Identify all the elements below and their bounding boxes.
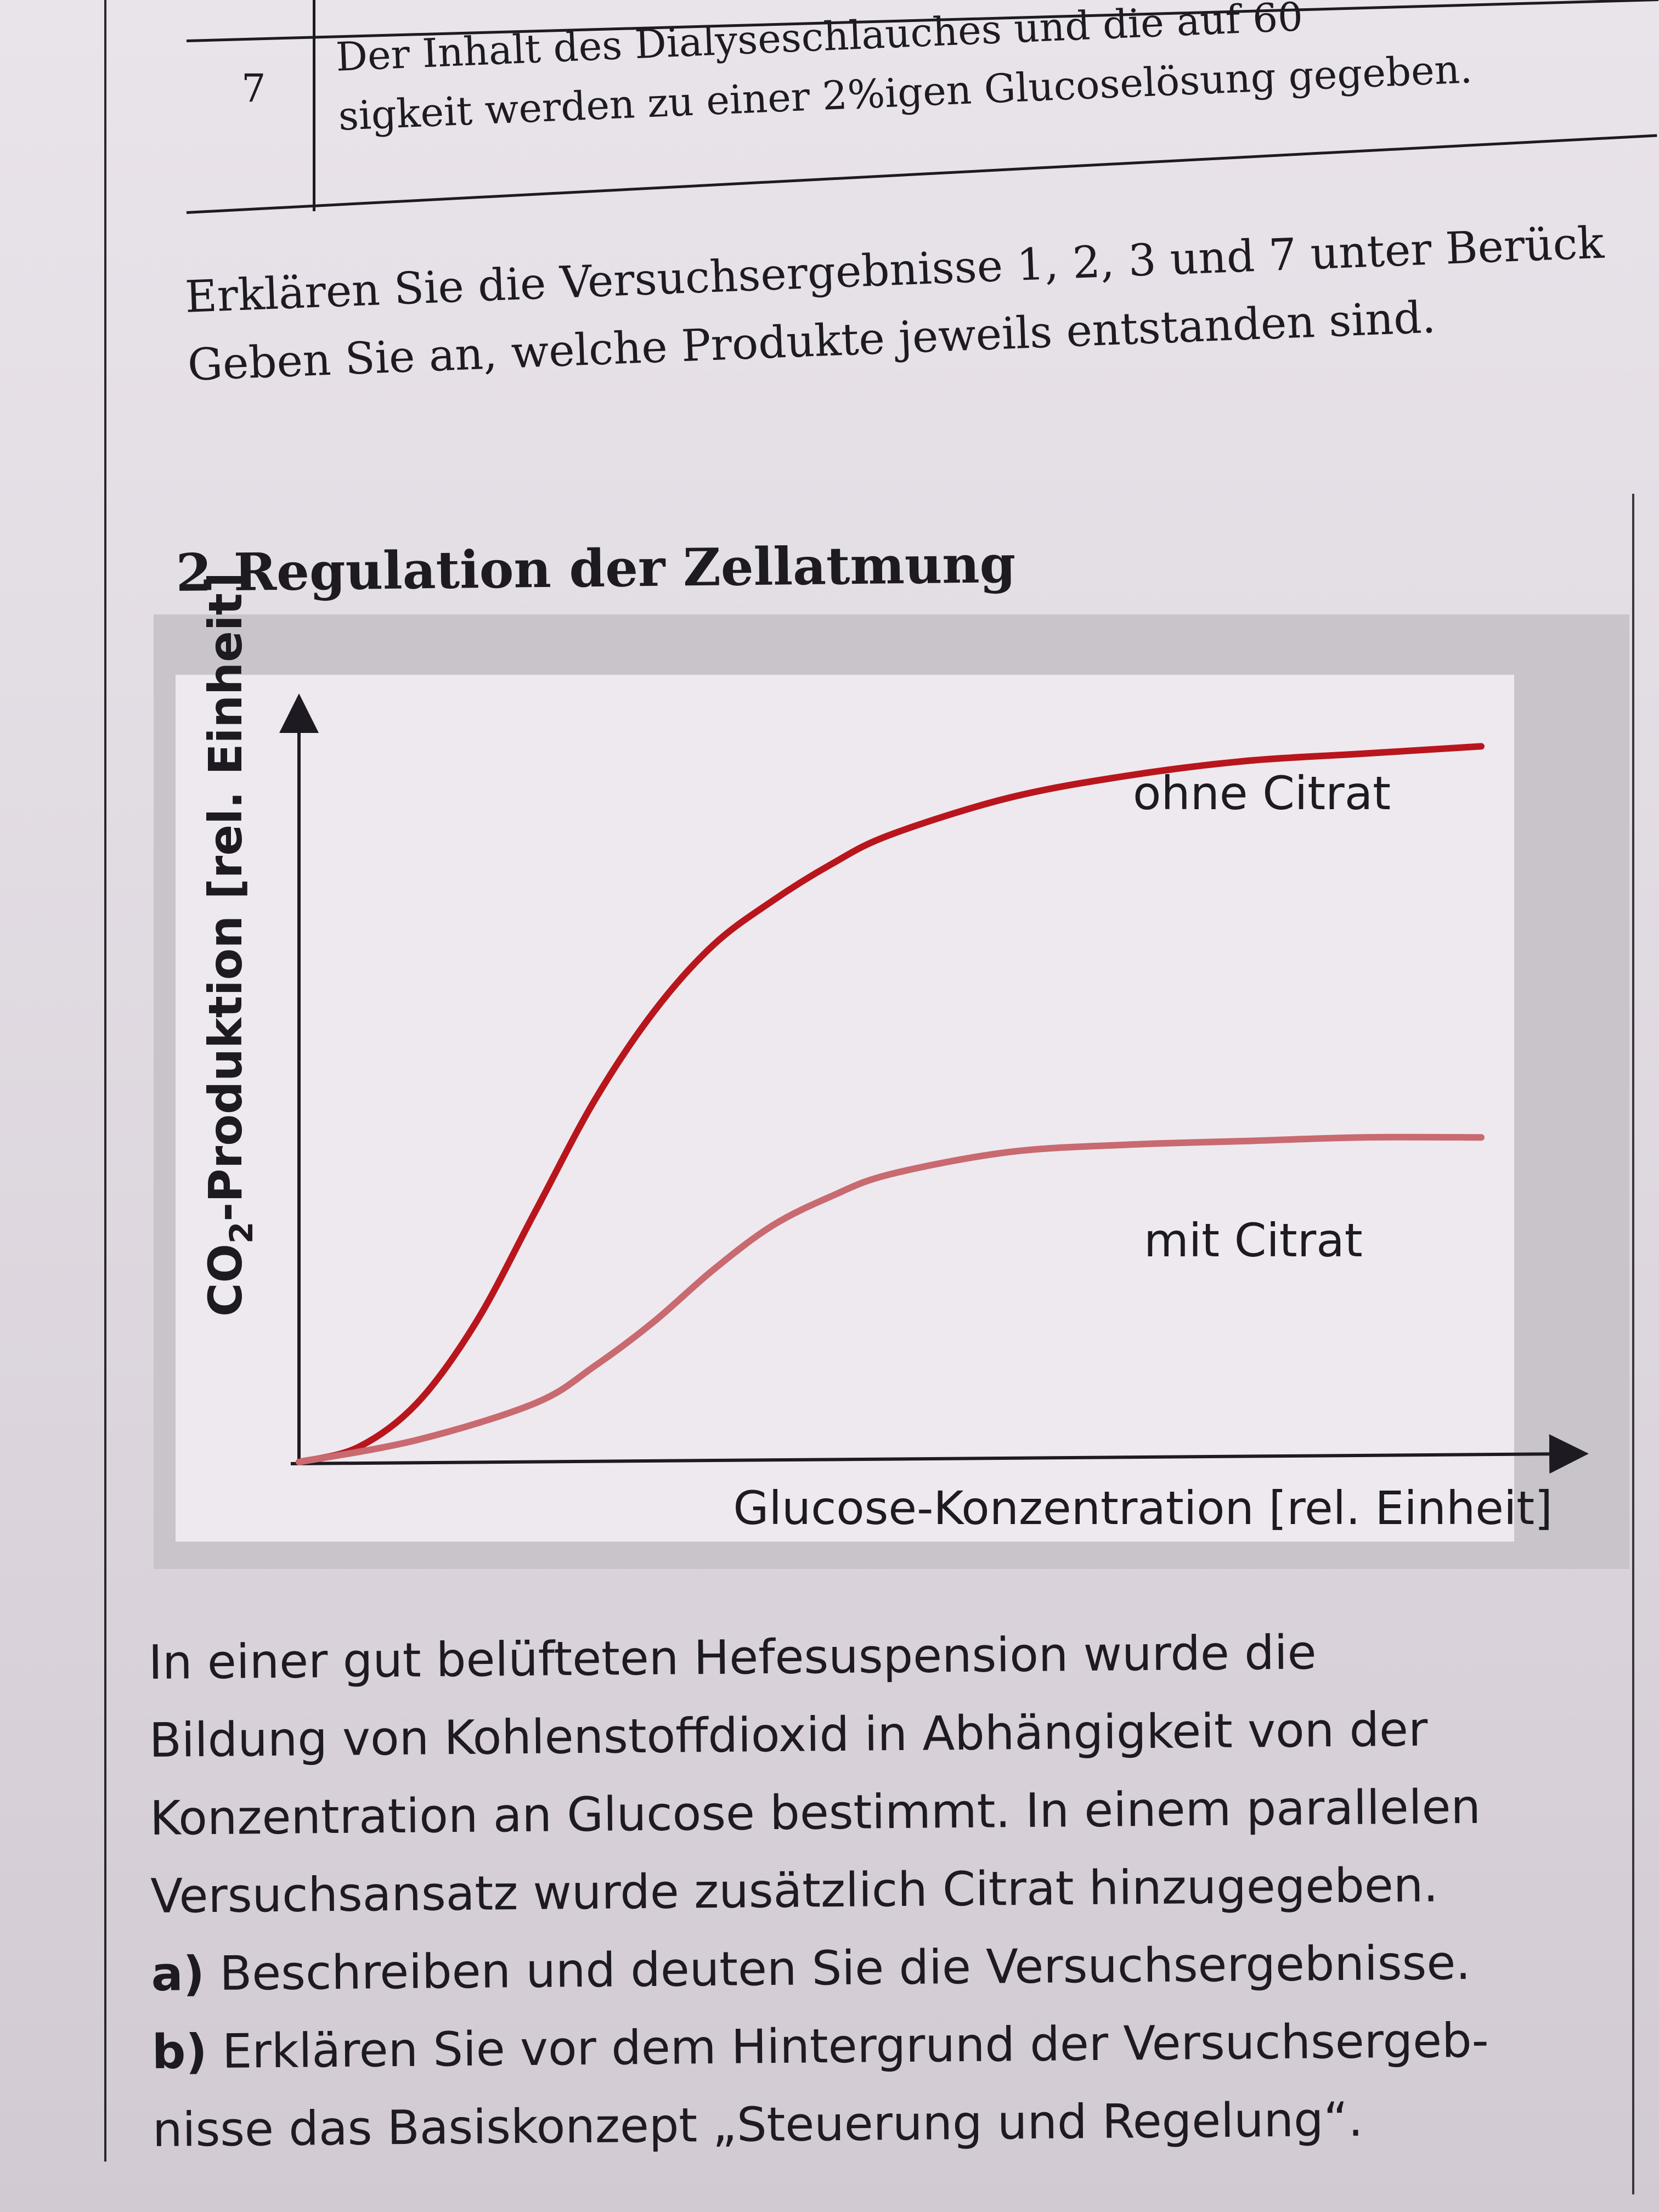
question-a-label: a) <box>151 1946 205 2002</box>
series-label-mit-citrat: mit Citrat <box>1144 1214 1363 1267</box>
x-axis-label: Glucose-Konzentration [rel. Einheit] <box>733 1481 1553 1535</box>
page-left-edge <box>104 0 106 2162</box>
question-a-text: Beschreiben und deuten Sie die Versuchse… <box>219 1935 1471 2001</box>
description-line2: Bildung von Kohlenstoffdioxid in Abhängi… <box>149 1702 1428 1768</box>
exercise-description: In einer gut belüfteten Hefesuspension w… <box>148 1612 1490 2169</box>
table-column-divider <box>313 0 315 211</box>
description-line1: In einer gut belüfteten Hefesuspension w… <box>148 1625 1317 1690</box>
series-label-ohne-citrat: ohne Citrat <box>1133 766 1391 820</box>
question-b-continued: nisse das Basiskonzept „Steuerung und Re… <box>152 2092 1363 2158</box>
question-b: b) Erklären Sie vor dem Hintergrund der … <box>151 2002 1489 2091</box>
description-line3: Konzentration an Glucose bestimmt. In ei… <box>149 1779 1481 1846</box>
x-axis <box>290 1434 1589 1474</box>
question-b-text-line1: Erklären Sie vor dem Hintergrund der Ver… <box>222 2013 1489 2079</box>
question-b-label: b) <box>151 2024 208 2080</box>
series-line-mit-citrat <box>296 1133 1485 1465</box>
table-row-number: 7 <box>241 66 266 111</box>
y-axis-label-main: CO <box>199 1244 252 1317</box>
y-axis-label-subscript: 2 <box>223 1222 260 1244</box>
series-layer <box>296 743 1485 1465</box>
description-line4: Versuchsansatz wurde zusätzlich Citrat h… <box>150 1858 1439 1924</box>
question-a: a) Beschreiben und deuten Sie die Versuc… <box>151 1924 1488 2013</box>
plot-area <box>176 675 1514 1542</box>
series-line-ohne-citrat <box>296 743 1485 1465</box>
y-axis-label-rest: -Produktion [rel. Einheit] <box>199 572 252 1222</box>
y-axis-label: CO2-Produktion [rel. Einheit] <box>199 572 260 1317</box>
page-right-edge <box>1632 494 1634 2194</box>
